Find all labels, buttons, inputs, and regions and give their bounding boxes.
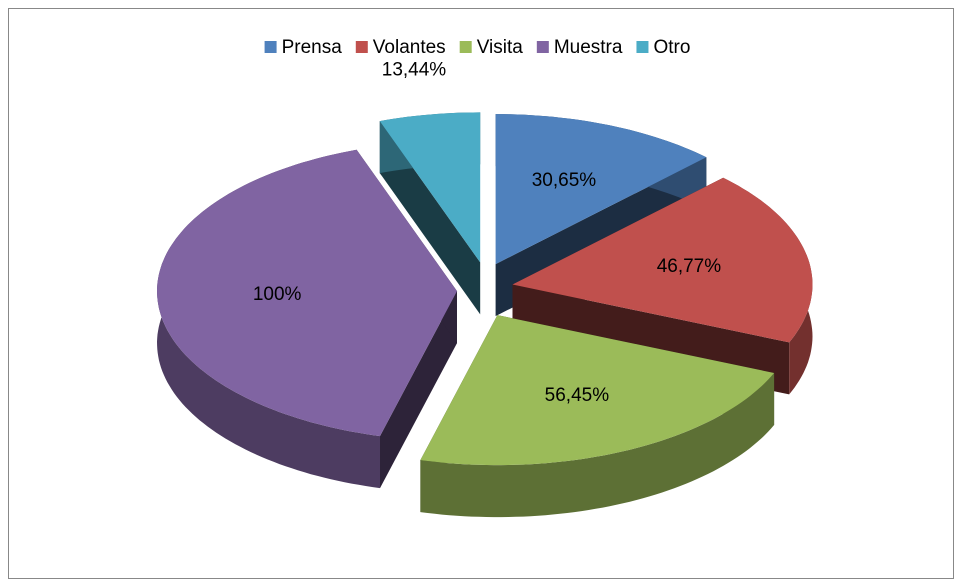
legend-item: Volantes	[355, 37, 446, 58]
legend-label: Otro	[653, 37, 690, 58]
data-label: 13,44%	[382, 59, 447, 80]
slice-top	[420, 315, 775, 466]
legend-swatch	[264, 41, 277, 53]
legend-label: Volantes	[373, 37, 446, 58]
data-label: 30,65%	[532, 170, 597, 191]
slice	[379, 112, 481, 315]
slice-top	[157, 149, 457, 437]
legend-item: Prensa	[264, 37, 343, 58]
legend-swatch	[355, 41, 368, 53]
legend-item: Otro	[636, 37, 690, 58]
legend-label: Muestra	[554, 37, 623, 58]
slice-top	[512, 177, 813, 343]
pie: 30,65% 46,77% 56,45% 100% 13,44%	[157, 59, 813, 518]
legend-swatch	[636, 41, 649, 53]
slice-face	[379, 121, 481, 315]
slice-top	[495, 114, 707, 265]
slice-top	[379, 112, 481, 263]
slice	[157, 149, 457, 489]
legend-label: Visita	[477, 37, 524, 58]
slice	[495, 114, 707, 317]
legend-swatch	[536, 41, 549, 53]
slice-side	[420, 373, 775, 518]
legend-item: Muestra	[536, 37, 623, 58]
data-label: 46,77%	[657, 256, 722, 277]
data-label: 56,45%	[545, 385, 610, 406]
slice	[420, 315, 775, 518]
slice-face	[380, 291, 457, 489]
legend-swatch	[459, 41, 472, 53]
legend-label: Prensa	[282, 37, 343, 58]
legend-item: Visita	[459, 37, 524, 58]
legend: Prensa Volantes Visita Muestra Otro	[264, 37, 690, 58]
data-label: 100%	[253, 284, 302, 305]
